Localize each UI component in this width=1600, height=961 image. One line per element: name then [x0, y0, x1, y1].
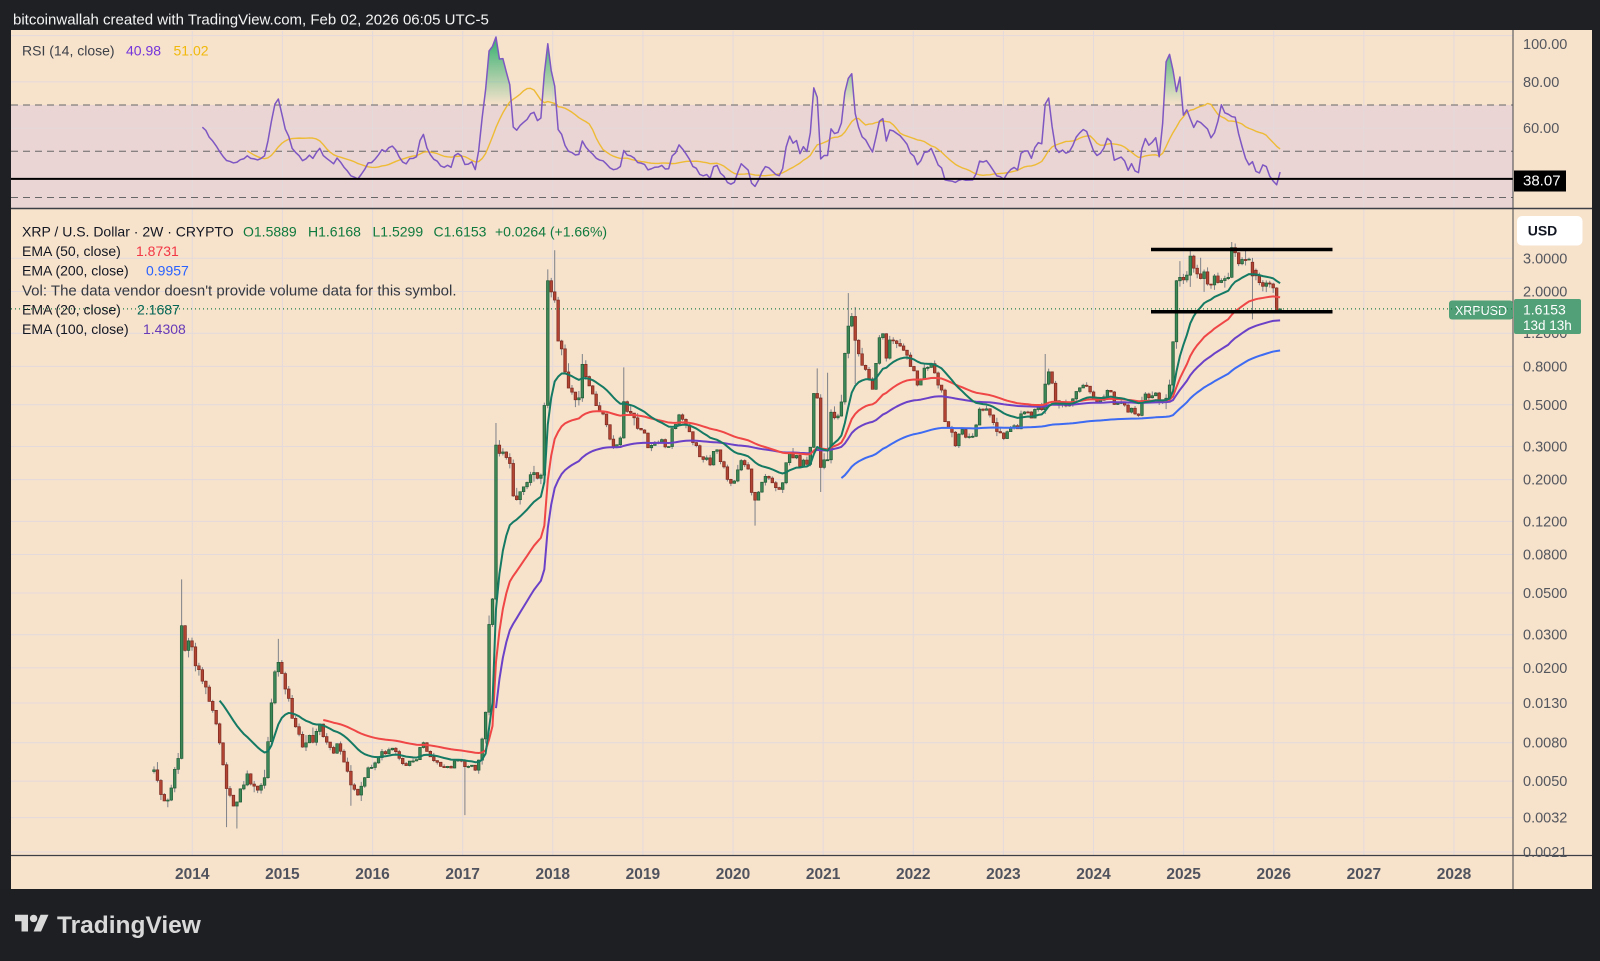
svg-text:2024: 2024 [1076, 866, 1111, 883]
svg-text:0.0080: 0.0080 [1523, 736, 1567, 752]
svg-text:2020: 2020 [716, 866, 750, 883]
svg-text:EMA (50, close): EMA (50, close) [22, 243, 121, 259]
svg-text:EMA (100, close): EMA (100, close) [22, 321, 129, 337]
svg-text:100.00: 100.00 [1523, 37, 1567, 53]
svg-text:38.07: 38.07 [1523, 173, 1561, 190]
svg-text:2022: 2022 [896, 866, 930, 883]
svg-text:XRPUSD: XRPUSD [1455, 304, 1507, 318]
svg-text:0.5000: 0.5000 [1523, 398, 1567, 414]
svg-text:0.9957: 0.9957 [146, 263, 189, 279]
svg-text:2.0000: 2.0000 [1523, 284, 1567, 300]
svg-text:2018: 2018 [536, 866, 571, 883]
svg-text:2017: 2017 [445, 866, 479, 883]
svg-text:2026: 2026 [1256, 866, 1291, 883]
svg-text:2027: 2027 [1347, 866, 1381, 883]
svg-text:51.02: 51.02 [174, 43, 209, 59]
svg-text:13d 13h: 13d 13h [1523, 318, 1572, 333]
svg-text:2021: 2021 [806, 866, 841, 883]
svg-text:0.0032: 0.0032 [1523, 811, 1567, 827]
svg-text:3.0000: 3.0000 [1523, 251, 1567, 267]
svg-text:1.6153: 1.6153 [1523, 302, 1566, 318]
svg-text:2019: 2019 [626, 866, 661, 883]
svg-text:0.0200: 0.0200 [1523, 661, 1567, 677]
svg-text:RSI (14, close): RSI (14, close) [22, 43, 115, 59]
svg-text:2014: 2014 [175, 866, 210, 883]
svg-text:+0.0264 (+1.66%): +0.0264 (+1.66%) [495, 224, 607, 240]
svg-text:0.3000: 0.3000 [1523, 440, 1567, 456]
svg-text:2028: 2028 [1437, 866, 1472, 883]
svg-text:EMA (200, close): EMA (200, close) [22, 263, 129, 279]
svg-text:0.0300: 0.0300 [1523, 628, 1567, 644]
svg-text:0.8000: 0.8000 [1523, 359, 1567, 375]
svg-text:TradingView: TradingView [57, 912, 202, 939]
svg-text:0.0050: 0.0050 [1523, 774, 1567, 790]
svg-text:O1.5889: O1.5889 [243, 224, 297, 240]
svg-text:80.00: 80.00 [1523, 75, 1559, 91]
svg-text:2016: 2016 [355, 866, 390, 883]
svg-text:L1.5299: L1.5299 [373, 224, 424, 240]
svg-text:C1.6153: C1.6153 [434, 224, 487, 240]
svg-text:1.8731: 1.8731 [136, 243, 179, 259]
svg-text:2015: 2015 [265, 866, 300, 883]
svg-text:60.00: 60.00 [1523, 121, 1559, 137]
svg-text:H1.6168: H1.6168 [308, 224, 361, 240]
svg-text:XRP / U.S. Dollar · 2W · CRYPT: XRP / U.S. Dollar · 2W · CRYPTO [22, 224, 234, 240]
svg-text:Vol: The data vendor doesn't p: Vol: The data vendor doesn't provide vol… [22, 283, 457, 300]
svg-text:0.0800: 0.0800 [1523, 548, 1567, 564]
svg-text:0.0021: 0.0021 [1523, 845, 1567, 861]
svg-text:0.2000: 0.2000 [1523, 473, 1567, 489]
svg-text:2023: 2023 [986, 866, 1021, 883]
svg-text:2025: 2025 [1166, 866, 1201, 883]
svg-text:USD: USD [1528, 223, 1558, 239]
svg-text:2.1687: 2.1687 [137, 302, 180, 318]
svg-text:0.0500: 0.0500 [1523, 586, 1567, 602]
svg-text:0.1200: 0.1200 [1523, 514, 1567, 530]
svg-text:40.98: 40.98 [126, 43, 161, 59]
svg-text:bitcoinwallah created with Tra: bitcoinwallah created with TradingView.c… [13, 12, 489, 29]
svg-text:0.0130: 0.0130 [1523, 696, 1567, 712]
svg-text:1.4308: 1.4308 [143, 321, 186, 337]
